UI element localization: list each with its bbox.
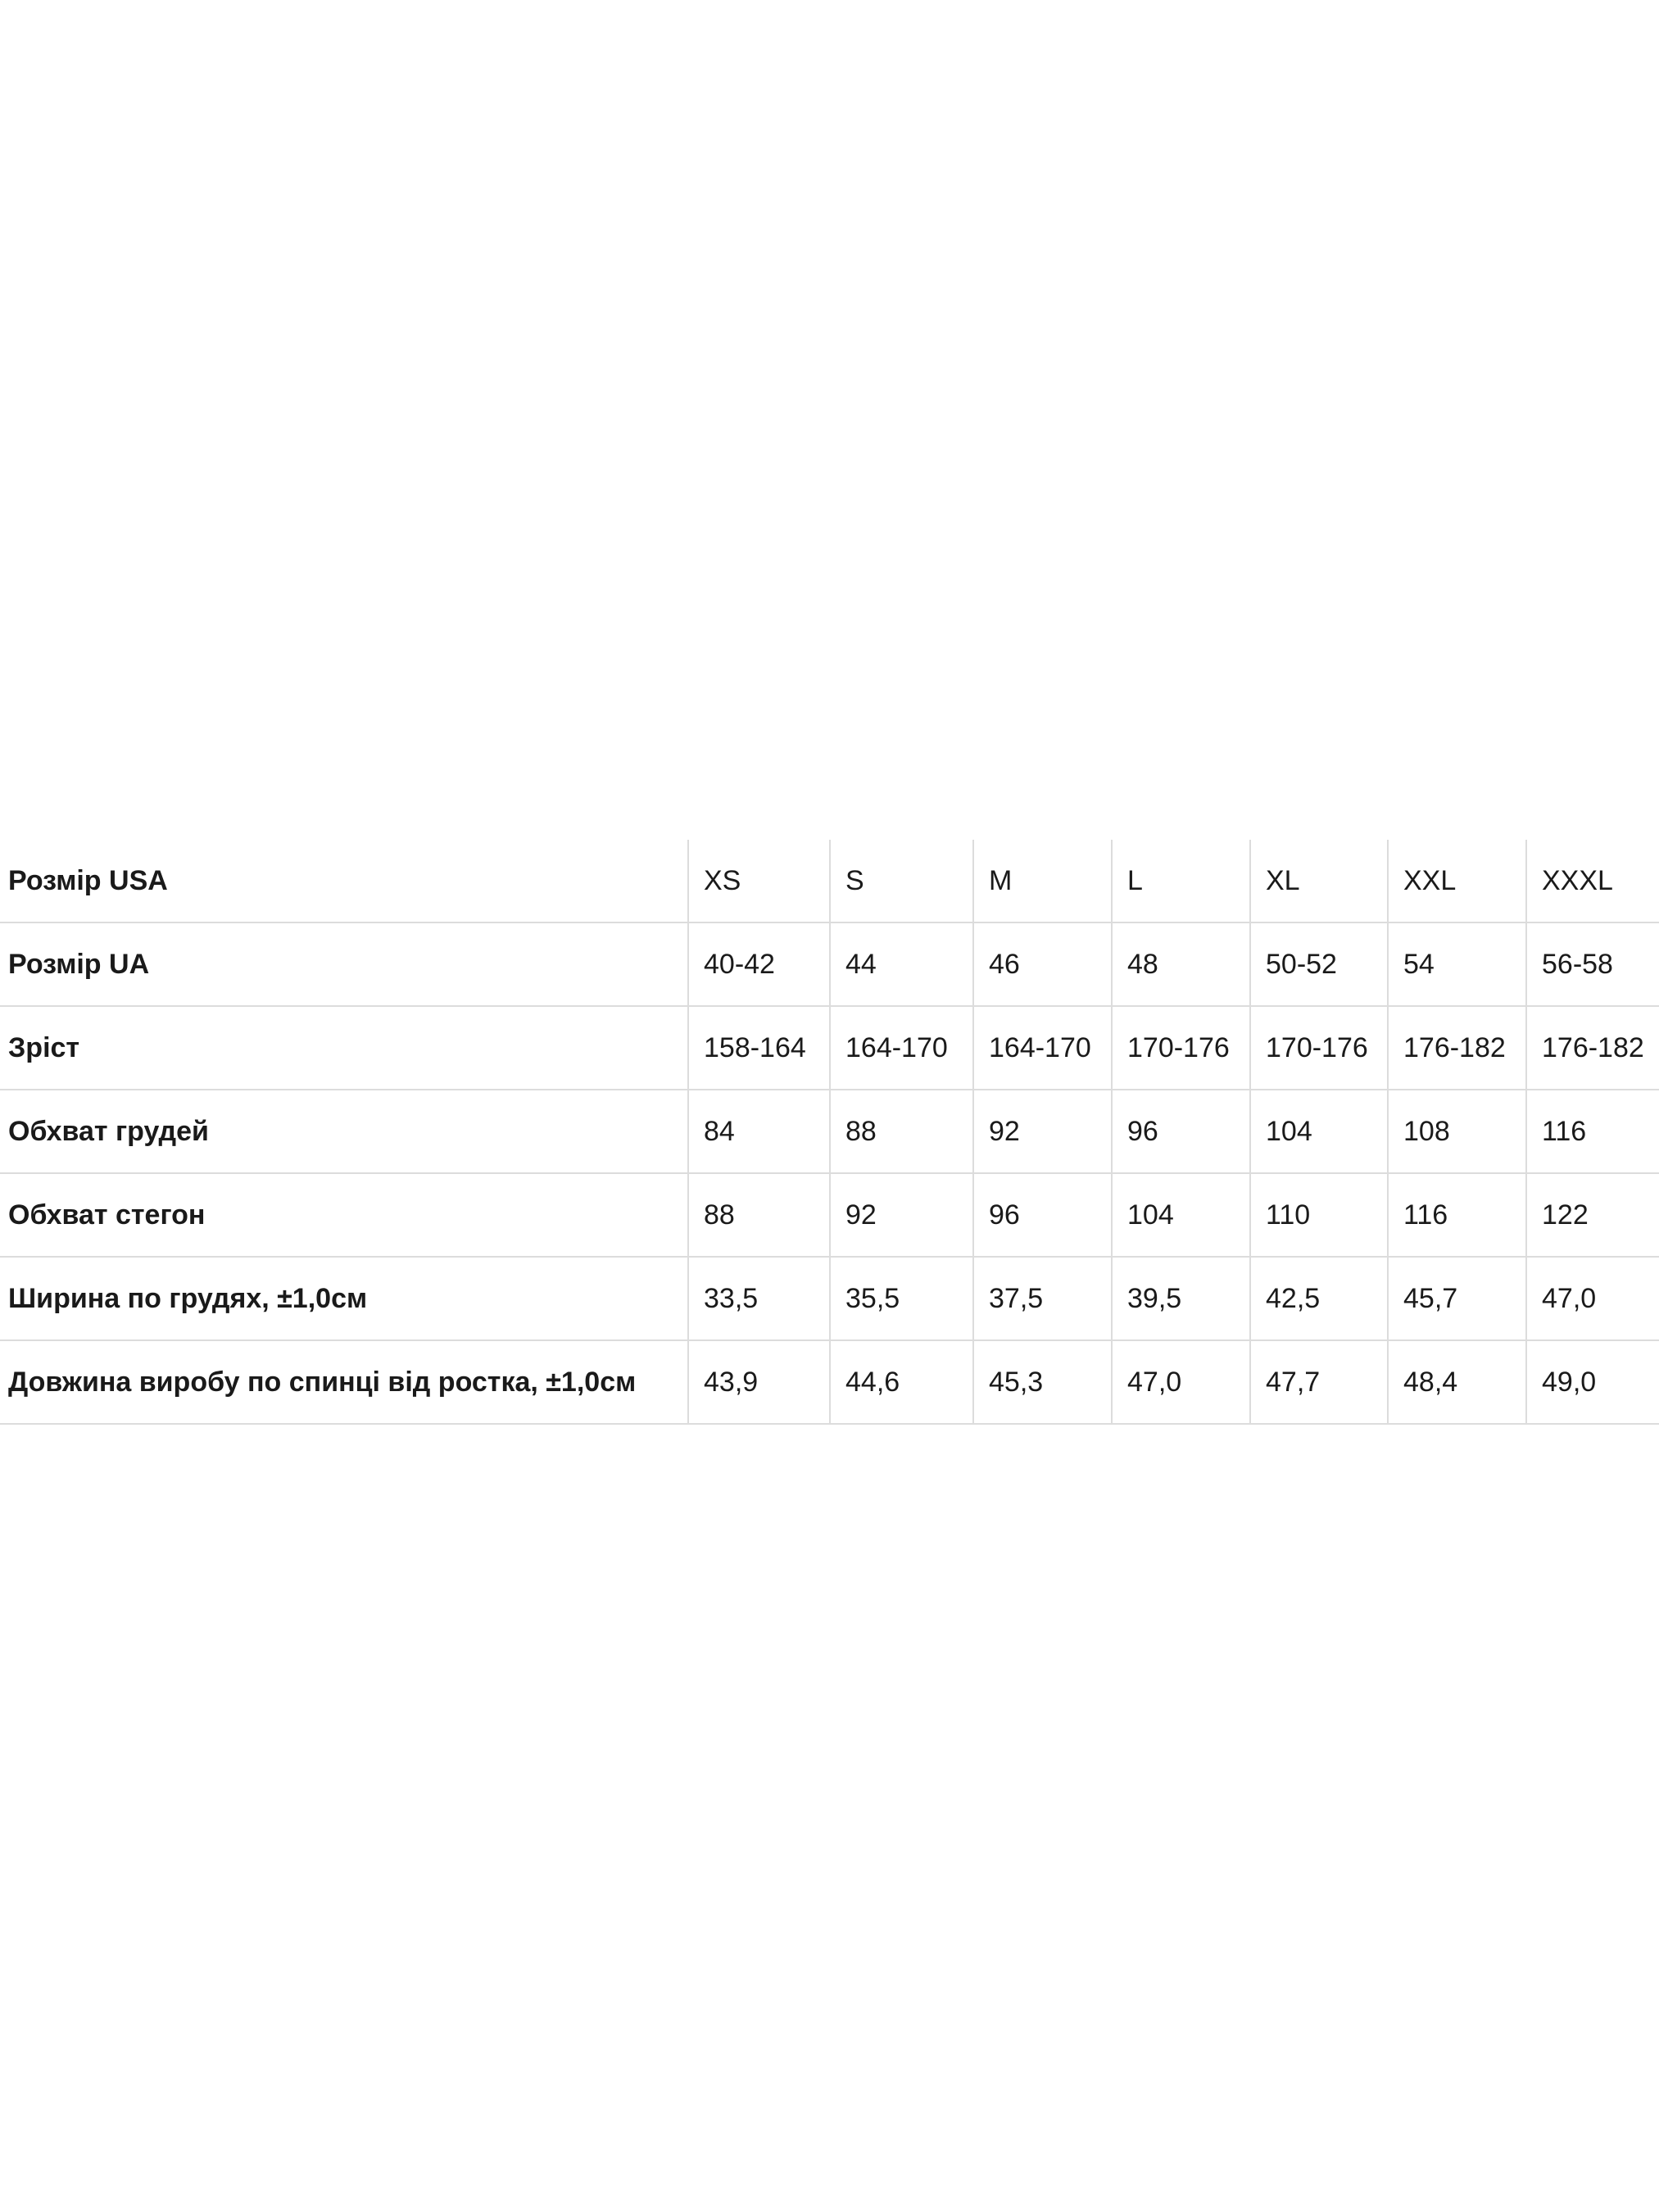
table-cell: 47,7	[1249, 1340, 1388, 1425]
table-cell: 33,5	[687, 1257, 830, 1341]
table-cell: 35,5	[829, 1257, 973, 1341]
table-cell: 39,5	[1111, 1257, 1250, 1341]
row-label: Обхват грудей	[0, 1090, 688, 1174]
height-row: Зріст 158-164 164-170 164-170 170-176 170-176…	[0, 1006, 1659, 1090]
table-cell: 84	[687, 1090, 830, 1174]
table-cell: 40-42	[687, 922, 830, 1007]
table-cell: 116	[1387, 1173, 1526, 1258]
table-cell: 44	[829, 922, 973, 1007]
table-cell: 44,6	[829, 1340, 973, 1425]
row-label: Ширина по грудях, ±1,0см	[0, 1257, 688, 1341]
table-cell: 170-176	[1111, 1006, 1250, 1090]
hip-girth-row: Обхват стегон 88 92 96 104 110 116 122	[0, 1173, 1659, 1258]
table-cell: 45,3	[972, 1340, 1112, 1425]
row-label: Довжина виробу по спинці від ростка, ±1,…	[0, 1340, 688, 1425]
table-cell: 108	[1387, 1090, 1526, 1174]
table-cell: 88	[687, 1173, 830, 1258]
table-cell: 56-58	[1525, 922, 1659, 1007]
table-cell: 92	[972, 1090, 1112, 1174]
table-cell: 47,0	[1111, 1340, 1250, 1425]
table-cell: 46	[972, 922, 1112, 1007]
table-cell: 122	[1525, 1173, 1659, 1258]
table-cell: 37,5	[972, 1257, 1112, 1341]
table-cell: XXL	[1387, 840, 1526, 923]
chest-girth-row: Обхват грудей 84 88 92 96 104 108 116	[0, 1090, 1659, 1174]
table-cell: M	[972, 840, 1112, 923]
size-chart-table: Розмір USA XS S M L XL XXL XXXL Розмір UA 40-42 44…	[0, 840, 1659, 1425]
row-label: Розмір UA	[0, 922, 688, 1007]
table-cell: 164-170	[829, 1006, 973, 1090]
table-cell: 48	[1111, 922, 1250, 1007]
table-cell: 48,4	[1387, 1340, 1526, 1425]
table-cell: 176-182	[1525, 1006, 1659, 1090]
chest-width-row: Ширина по грудях, ±1,0см 33,5 35,5 37,5 39,5…	[0, 1257, 1659, 1341]
table-cell: 47,0	[1525, 1257, 1659, 1341]
table-cell: 104	[1111, 1173, 1250, 1258]
back-length-row: Довжина виробу по спинці від ростка, ±1,…	[0, 1340, 1659, 1425]
row-label: Розмір USA	[0, 840, 688, 923]
row-label: Обхват стегон	[0, 1173, 688, 1258]
table-cell: 92	[829, 1173, 973, 1258]
table-cell: 110	[1249, 1173, 1388, 1258]
table-cell: 49,0	[1525, 1340, 1659, 1425]
table-cell: S	[829, 840, 973, 923]
table-cell: 45,7	[1387, 1257, 1526, 1341]
table-cell: 104	[1249, 1090, 1388, 1174]
table-cell: 96	[972, 1173, 1112, 1258]
table-cell: XXXL	[1525, 840, 1659, 923]
table-cell: 158-164	[687, 1006, 830, 1090]
table-cell: 54	[1387, 922, 1526, 1007]
row-label: Зріст	[0, 1006, 688, 1090]
table-cell: 170-176	[1249, 1006, 1388, 1090]
table-cell: 42,5	[1249, 1257, 1388, 1341]
table-cell: 43,9	[687, 1340, 830, 1425]
table-cell: 88	[829, 1090, 973, 1174]
table-cell: 96	[1111, 1090, 1250, 1174]
table-cell: XL	[1249, 840, 1388, 923]
table-cell: XS	[687, 840, 830, 923]
size-usa-row: Розмір USA XS S M L XL XXL XXXL	[0, 840, 1659, 923]
table-cell: 50-52	[1249, 922, 1388, 1007]
size-ua-row: Розмір UA 40-42 44 46 48 50-52 54 56-58	[0, 922, 1659, 1007]
table-cell: 176-182	[1387, 1006, 1526, 1090]
table-cell: L	[1111, 840, 1250, 923]
table-cell: 164-170	[972, 1006, 1112, 1090]
table-cell: 116	[1525, 1090, 1659, 1174]
